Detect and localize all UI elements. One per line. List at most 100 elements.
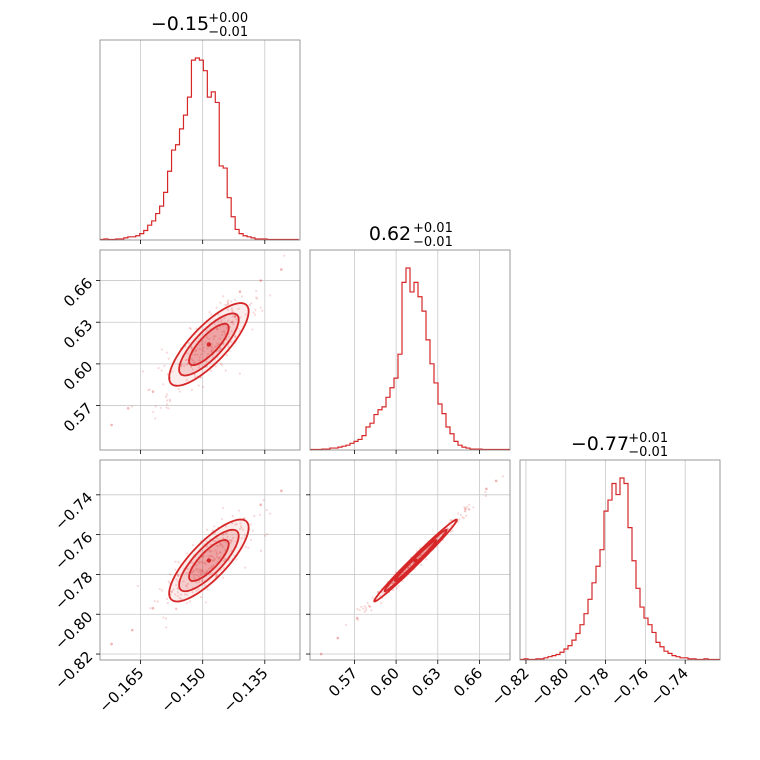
sample-point — [212, 559, 215, 562]
contour-center — [206, 558, 212, 563]
sample-point — [239, 522, 242, 525]
x-tick-label: −0.78 — [567, 664, 612, 709]
sample-point — [159, 406, 162, 410]
sample-point — [468, 507, 471, 511]
sample-point — [468, 503, 471, 506]
sample-point — [237, 509, 241, 512]
x-tick-label: −0.82 — [488, 664, 533, 709]
sample-point — [224, 557, 227, 560]
sample-point — [193, 375, 196, 379]
sample-point — [192, 570, 195, 573]
sample-point — [174, 568, 177, 571]
sample-point — [220, 333, 224, 337]
sample-point — [197, 366, 200, 369]
sample-point — [174, 560, 177, 563]
sample-point — [177, 561, 180, 564]
sample-point — [418, 556, 421, 559]
sample-point — [175, 578, 178, 581]
sample-point — [230, 340, 233, 344]
sample-point — [195, 564, 198, 567]
sample-point — [211, 350, 214, 353]
sample-point — [188, 327, 191, 330]
tail-point — [110, 423, 113, 427]
sample-point — [205, 570, 208, 574]
sample-point — [463, 506, 466, 509]
sample-point — [227, 308, 230, 312]
sample-point — [154, 405, 157, 408]
sample-point — [212, 559, 215, 562]
x-tick-label: 0.63 — [408, 664, 444, 700]
panel-title-upper-error: +0.01 — [628, 431, 668, 446]
tail-point — [259, 503, 262, 507]
panel-title-lower-error: −0.01 — [208, 25, 248, 40]
sample-point — [191, 561, 194, 564]
sample-point — [240, 526, 243, 529]
sample-point — [185, 585, 188, 588]
sample-point — [406, 566, 409, 570]
y-tick-label: 0.60 — [60, 358, 96, 394]
x-tick-label: −0.150 — [158, 664, 210, 716]
sample-point — [175, 608, 178, 611]
contour-line — [393, 539, 438, 582]
sample-point — [165, 393, 169, 396]
sample-point — [244, 566, 247, 569]
tail-point — [126, 407, 130, 410]
sample-point — [206, 336, 209, 339]
sample-point — [200, 343, 204, 346]
panel-title-upper-error: +0.00 — [208, 11, 248, 26]
sample-point — [224, 558, 227, 561]
sample-point — [205, 545, 208, 548]
sample-point — [177, 587, 180, 590]
sample-point — [420, 563, 423, 567]
sample-point — [259, 549, 263, 552]
sample-point — [206, 347, 209, 350]
sample-point — [213, 525, 216, 528]
sample-point — [185, 584, 188, 587]
sample-point — [225, 327, 228, 330]
sample-point — [220, 517, 224, 521]
x-tick-label: −0.74 — [647, 664, 692, 709]
sample-point — [212, 337, 215, 341]
sample-point — [195, 581, 198, 584]
sample-point — [456, 512, 460, 515]
sample-point — [182, 580, 185, 583]
panel-title-value: −0.15 — [151, 13, 209, 35]
sample-point — [230, 307, 234, 310]
sample-point — [216, 328, 219, 331]
sample-point — [170, 370, 174, 373]
sample-point — [176, 573, 180, 576]
sample-point — [200, 579, 204, 582]
panel-title-lower-error: −0.01 — [628, 445, 668, 460]
sample-point — [212, 335, 215, 338]
sample-point — [450, 519, 453, 522]
sample-point — [344, 623, 348, 626]
sample-point — [225, 354, 229, 357]
sample-point — [254, 308, 257, 311]
sample-point — [214, 574, 218, 577]
sample-point — [187, 341, 190, 345]
sample-point — [233, 335, 237, 338]
sample-point — [370, 609, 373, 612]
sample-point — [208, 549, 211, 552]
sample-point — [162, 383, 165, 386]
tail-point — [336, 636, 340, 640]
sample-point — [218, 550, 222, 554]
sample-point — [208, 311, 211, 314]
sample-point — [425, 558, 428, 561]
x-tick-label: −0.165 — [95, 664, 147, 716]
sample-point — [206, 329, 209, 332]
sample-point — [194, 349, 198, 352]
sample-point — [205, 360, 208, 363]
sample-point — [165, 617, 168, 620]
sample-point — [451, 529, 454, 532]
sample-point — [203, 584, 206, 587]
tail-point — [280, 268, 283, 271]
histogram-step-line — [520, 477, 720, 661]
sample-point — [195, 569, 198, 572]
sample-point — [221, 544, 224, 547]
sample-point — [161, 589, 164, 592]
sample-point — [176, 587, 179, 590]
sample-point — [222, 324, 225, 327]
sample-point — [188, 600, 192, 603]
